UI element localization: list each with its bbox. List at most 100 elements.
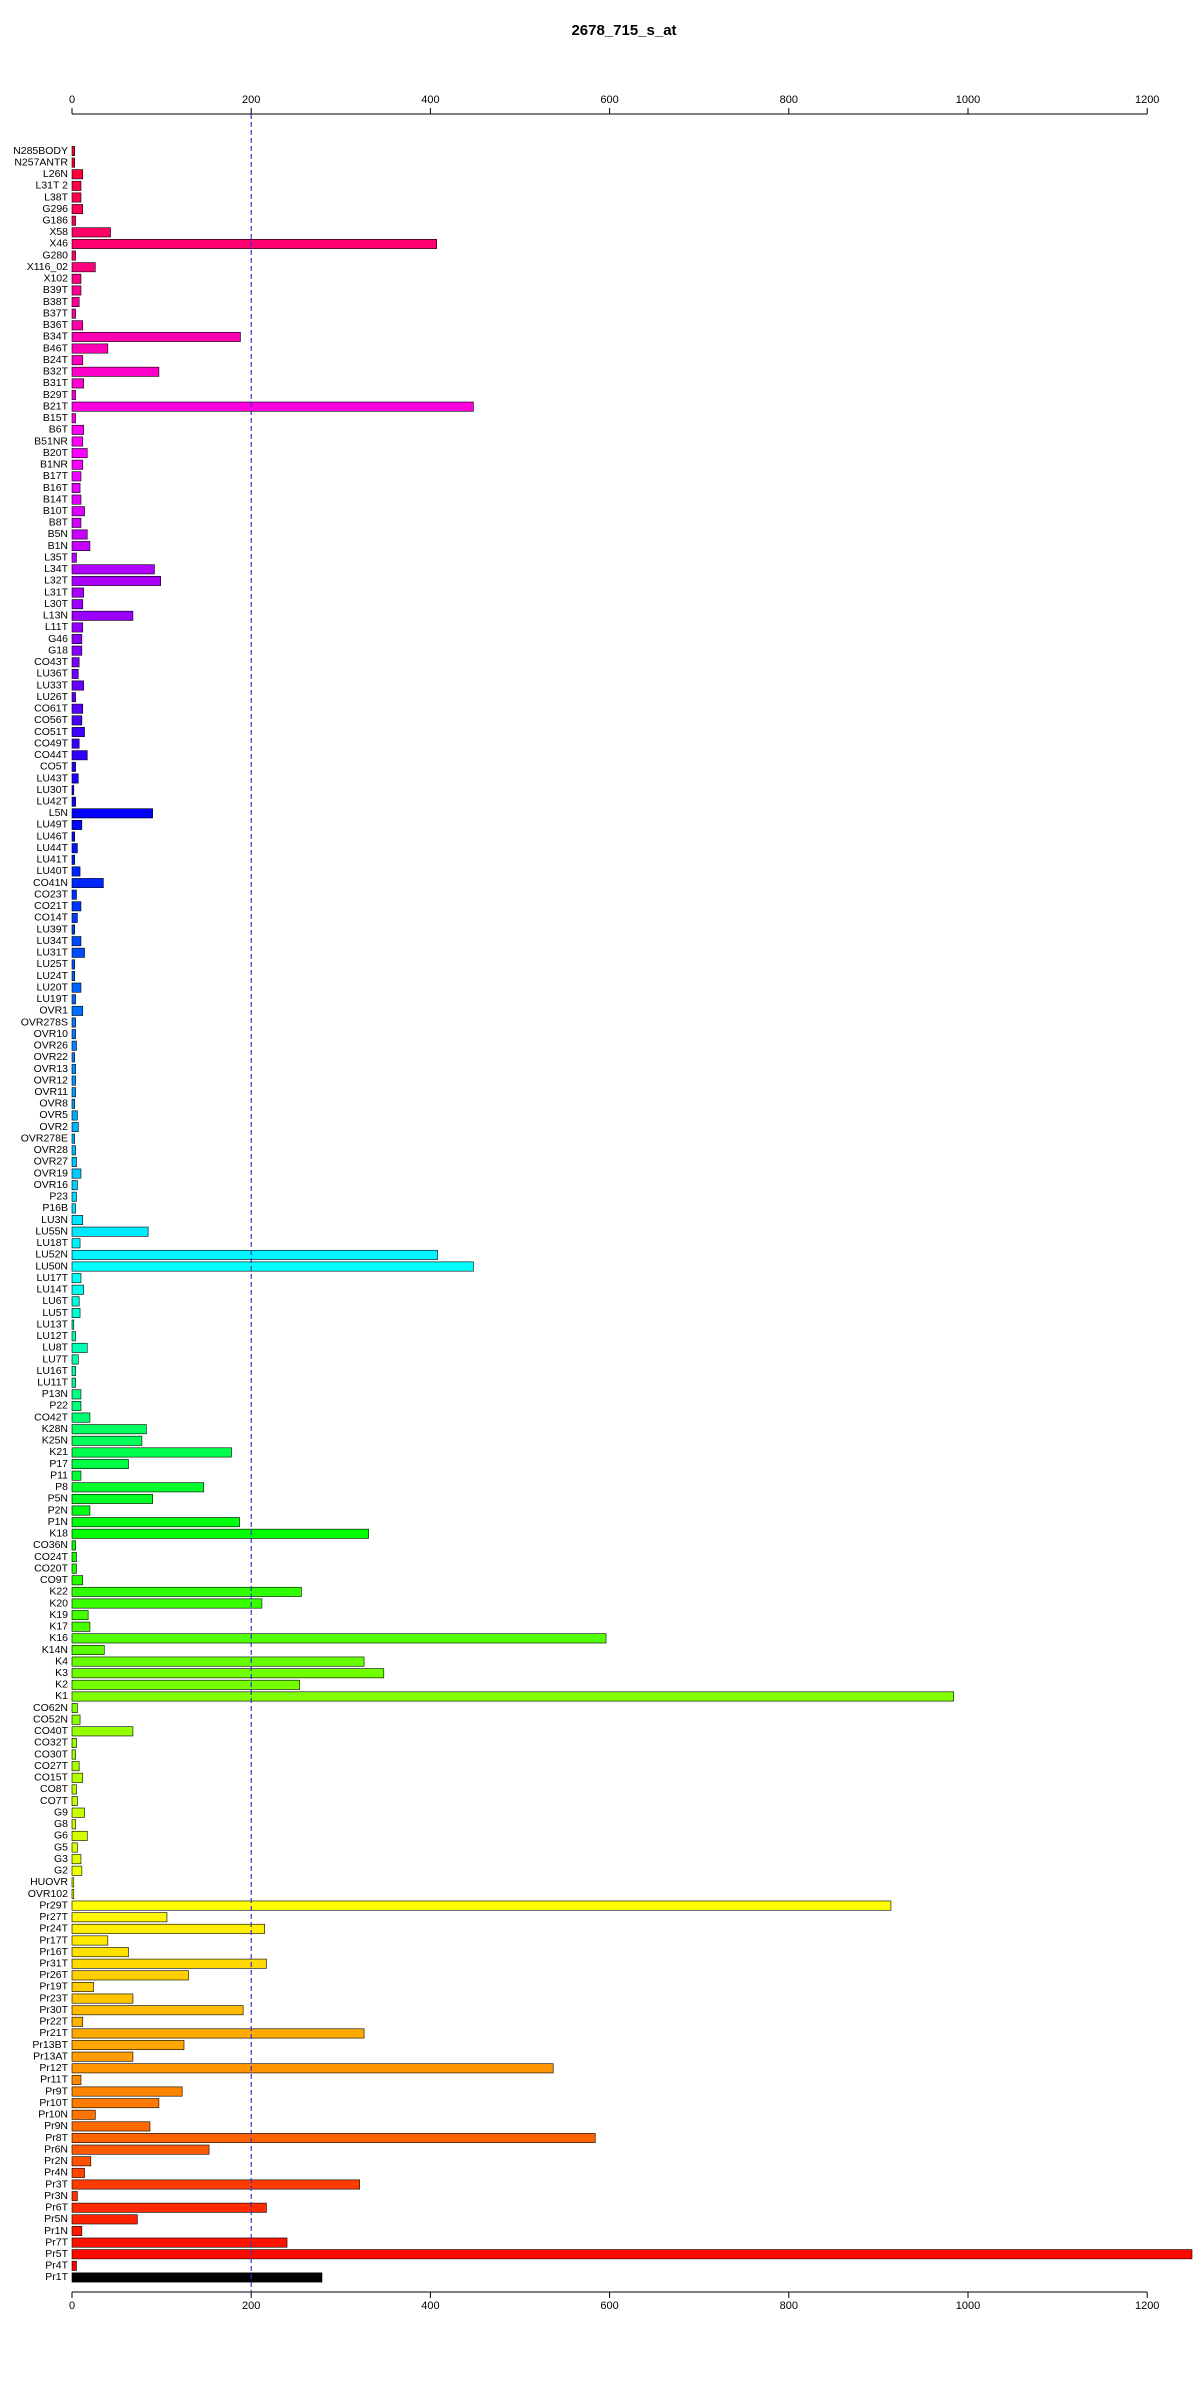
- bar: [71, 971, 75, 981]
- bar: [71, 1691, 954, 1702]
- bar: [71, 2167, 85, 2178]
- bar: [71, 541, 91, 552]
- y-tick-label: LU11T: [37, 1377, 68, 1389]
- y-tick-label: OVR2: [39, 1121, 68, 1133]
- y-tick-label: OVR278S: [21, 1016, 68, 1028]
- x-tick-label: 600: [600, 2300, 618, 2312]
- bar: [71, 331, 241, 342]
- bar: [71, 1017, 76, 1028]
- y-tick-label: Pr30T: [39, 2004, 68, 2016]
- y-tick-label: L32T: [44, 575, 69, 587]
- bar: [71, 727, 85, 737]
- bar: [71, 808, 153, 819]
- x-tick-label: 200: [242, 2300, 260, 2312]
- bar: [71, 1923, 265, 1934]
- x-tick-label: 1000: [956, 94, 980, 106]
- y-tick-label: LU49T: [36, 819, 68, 831]
- y-tick-label: G18: [48, 644, 68, 656]
- bar: [71, 378, 84, 389]
- y-tick-label: LU7T: [42, 1353, 68, 1365]
- bar: [71, 459, 84, 470]
- y-tick-label: LU31T: [36, 947, 68, 959]
- bar: [71, 2028, 365, 2039]
- y-tick-label: N257ANTR: [14, 156, 68, 168]
- bar: [71, 1098, 75, 1109]
- bar: [71, 668, 79, 679]
- y-tick-label: CO43T: [34, 656, 68, 668]
- bar: [71, 1935, 109, 1946]
- bar: [71, 1331, 76, 1342]
- y-tick-label: P22: [49, 1400, 68, 1412]
- y-tick-label: OVR27: [34, 1156, 69, 1168]
- y-tick-label: OVR8: [39, 1098, 68, 1110]
- y-tick-label: LU6T: [42, 1295, 68, 1307]
- bar: [71, 506, 85, 517]
- y-tick-label: B39T: [43, 284, 69, 296]
- y-tick-label: Pr19T: [39, 1981, 68, 1993]
- bar: [71, 1982, 94, 1992]
- y-tick-label: G46: [48, 633, 68, 645]
- y-tick-label: L31T 2: [36, 180, 69, 192]
- bar: [71, 1865, 83, 1876]
- bar: [71, 645, 83, 656]
- y-tick-label: LU16T: [36, 1365, 68, 1377]
- bar: [71, 146, 75, 156]
- bar: [71, 1761, 80, 1772]
- y-tick-label: LU39T: [36, 923, 68, 935]
- y-tick-label: Pr10N: [38, 2109, 68, 2121]
- bar: [71, 2098, 160, 2109]
- y-tick-label: L34T: [44, 563, 69, 575]
- y-tick-label: OVR10: [34, 1028, 69, 1040]
- bar: [71, 1273, 82, 1284]
- y-tick-label: CO62N: [33, 1702, 68, 1714]
- bar: [71, 180, 82, 191]
- bar: [71, 1459, 129, 1470]
- bar: [71, 1889, 75, 1899]
- y-tick-label: CO24T: [34, 1551, 68, 1563]
- bar: [71, 215, 76, 226]
- x-tick-label: 1200: [1135, 94, 1159, 106]
- y-tick-label: Pr5N: [44, 2213, 68, 2225]
- y-tick-label: OVR102: [28, 1888, 68, 1900]
- y-tick-label: Pr31T: [39, 1958, 68, 1970]
- bar: [71, 366, 160, 377]
- bar: [71, 1110, 78, 1121]
- y-tick-label: Pr10T: [39, 2097, 68, 2109]
- y-tick-label: LU30T: [36, 784, 68, 796]
- x-tick-label: 600: [600, 94, 618, 106]
- bar: [71, 1075, 76, 1086]
- bar: [71, 947, 85, 958]
- bar: [71, 169, 84, 180]
- x-tick-label: 200: [242, 94, 260, 106]
- bar: [71, 1377, 76, 1388]
- bar: [71, 401, 474, 412]
- bar: [71, 1470, 82, 1481]
- y-tick-label: CO36N: [33, 1539, 68, 1551]
- bar: [71, 355, 84, 366]
- bar: [71, 1168, 82, 1179]
- bar: [71, 1005, 84, 1016]
- y-tick-label: CO5T: [40, 761, 69, 773]
- bar: [71, 1308, 81, 1318]
- bar: [71, 2260, 77, 2271]
- bar: [71, 738, 80, 749]
- y-tick-label: Pr1N: [44, 2225, 68, 2237]
- bar: [71, 494, 82, 505]
- y-tick-label: X116_02: [27, 261, 68, 273]
- y-tick-label: B51NR: [34, 435, 68, 447]
- y-tick-label: K19: [49, 1609, 68, 1621]
- y-tick-label: LU24T: [36, 970, 68, 982]
- y-tick-label: P13N: [42, 1388, 68, 1400]
- bar: [71, 634, 83, 644]
- y-tick-label: Pr2N: [44, 2155, 68, 2167]
- y-tick-label: X58: [49, 226, 68, 238]
- bar: [71, 2040, 185, 2051]
- bar: [71, 1958, 267, 1969]
- y-tick-label: Pr4N: [44, 2167, 68, 2179]
- chart-title: 2678_715_s_at: [571, 22, 676, 39]
- y-tick-label: P23: [49, 1191, 68, 1203]
- y-tick-label: G296: [42, 203, 68, 215]
- y-tick-label: Pr27T: [39, 1911, 68, 1923]
- bar: [71, 587, 84, 598]
- bar: [71, 936, 82, 947]
